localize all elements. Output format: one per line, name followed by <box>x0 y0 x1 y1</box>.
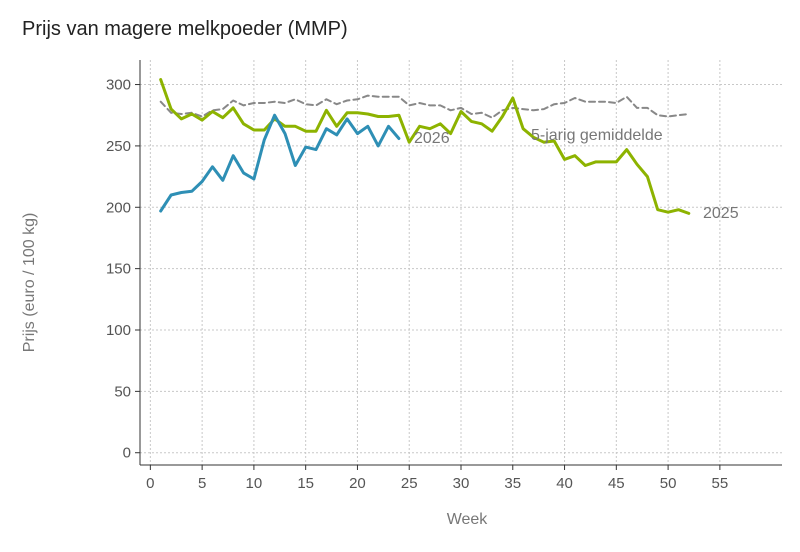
series-label-2026: 2026 <box>414 130 450 147</box>
x-tick-label: 20 <box>349 475 366 492</box>
x-tick-label: 50 <box>660 475 677 492</box>
y-tick-label: 100 <box>106 322 131 339</box>
series-line-2025 <box>159 78 691 215</box>
x-axis-label: Week <box>447 511 489 528</box>
series-line-5-jarig-gemiddelde <box>159 94 690 119</box>
series-lines <box>159 78 691 215</box>
series-line-2026 <box>159 113 401 213</box>
x-tick-label: 25 <box>401 475 418 492</box>
x-tick-label: 15 <box>297 475 314 492</box>
x-tick-label: 35 <box>504 475 521 492</box>
series-labels: 5-jarig gemiddelde 2025 2026 <box>414 127 739 222</box>
y-axis-label: Prijs (euro / 100 kg) <box>21 213 38 353</box>
x-tick-label: 55 <box>712 475 729 492</box>
x-tick-label: 40 <box>556 475 573 492</box>
x-tick-label: 30 <box>453 475 470 492</box>
x-tick-label: 45 <box>608 475 625 492</box>
x-tick-label: 5 <box>198 475 206 492</box>
x-tick-label: 0 <box>146 475 154 492</box>
y-tick-label: 0 <box>123 445 131 462</box>
y-tick-label: 50 <box>114 383 131 400</box>
y-tick-label: 300 <box>106 77 131 94</box>
y-tick-label: 250 <box>106 138 131 155</box>
y-tick-label: 150 <box>106 261 131 278</box>
series-label-5-jarig-gemiddelde: 5-jarig gemiddelde <box>531 127 663 144</box>
series-label-2025: 2025 <box>703 205 739 222</box>
grid <box>140 60 782 465</box>
chart-title: Prijs van magere melkpoeder (MMP) <box>22 18 348 40</box>
y-tick-label: 200 <box>106 199 131 216</box>
x-tick-label: 10 <box>246 475 263 492</box>
